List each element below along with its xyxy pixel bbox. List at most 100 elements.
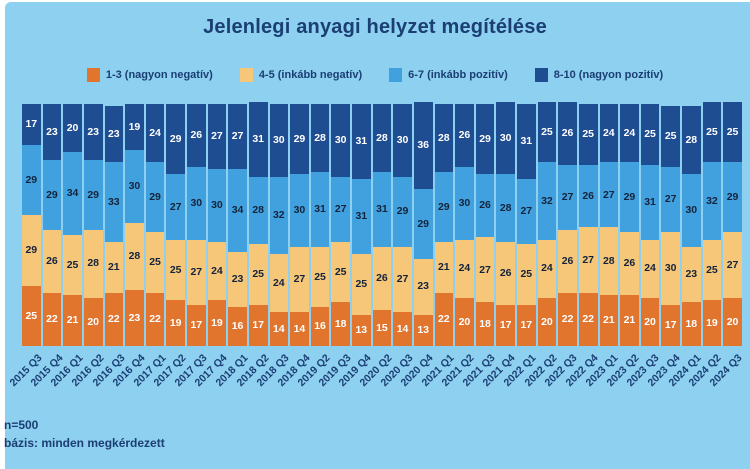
bar-segment: 30 — [455, 166, 474, 240]
bar-2016-Q2: 23 29 28 20 — [83, 104, 103, 346]
bar-2023-Q4: 25 27 30 17 — [661, 106, 680, 346]
bar-segment: 25 — [248, 244, 268, 305]
bar-segment: 28 — [83, 229, 103, 298]
bar-segment: 14 — [393, 312, 412, 346]
bar-segment: 14 — [269, 312, 289, 346]
bar-segment: 20 — [537, 297, 557, 346]
bar-segment: 27 — [207, 104, 227, 170]
bar-2019-Q3: 30 27 25 18 — [331, 104, 350, 346]
bar-segment: 27 — [661, 166, 680, 233]
bar-segment: 15 — [372, 309, 392, 346]
bar-segment: 26 — [558, 101, 577, 165]
bar-segment: 20 — [640, 297, 660, 346]
bar-2024-Q3: 25 29 27 20 — [723, 101, 742, 346]
bar-segment: 26 — [620, 232, 639, 296]
bar-segment: 22 — [434, 292, 454, 346]
bar-segment: 24 — [620, 104, 639, 163]
bar-segment: 23 — [42, 104, 62, 160]
bar-segment: 23 — [228, 251, 247, 308]
bar-2017-Q2: 29 27 25 19 — [166, 104, 185, 346]
bar-segment: 24 — [269, 254, 289, 313]
bar-segment: 31 — [310, 171, 330, 247]
bar-segment: 29 — [475, 104, 495, 175]
bar-2023-Q1: 24 27 28 21 — [599, 104, 619, 346]
bar-segment: 22 — [578, 292, 598, 346]
bar-segment: 29 — [22, 215, 41, 286]
legend-chip-darkblue-icon — [534, 68, 548, 82]
legend-label: 4-5 (inkább negatív) — [258, 69, 363, 81]
bar-2023-Q3: 25 31 24 20 — [640, 104, 660, 346]
bar-segment: 20 — [63, 104, 82, 153]
bar-segment: 21 — [63, 295, 82, 346]
bar-2020-Q3: 30 29 27 14 — [393, 104, 412, 346]
legend-label: 8-10 (nagyon pozitív) — [553, 69, 664, 81]
bar-segment: 21 — [620, 295, 639, 346]
bar-segment: 19 — [702, 300, 722, 346]
bar-segment: 17 — [517, 304, 536, 346]
bar-2019-Q4: 31 31 25 13 — [352, 104, 371, 346]
bar-2017-Q1: 24 29 25 22 — [145, 104, 165, 346]
bar-segment: 23 — [682, 246, 701, 303]
legend-item-positive-strong: 8-10 (nagyon pozitív) — [534, 68, 664, 82]
bar-2016-Q4: 19 30 28 23 — [125, 104, 144, 346]
bar-segment: 24 — [145, 104, 165, 163]
bar-segment: 25 — [661, 106, 680, 167]
bar-2024-Q1: 28 30 23 18 — [682, 106, 701, 346]
bar-2022-Q2: 25 32 24 20 — [537, 101, 557, 346]
bar-2018-Q2: 31 28 25 17 — [248, 101, 268, 346]
legend-chip-orange-icon — [86, 68, 100, 82]
bar-segment: 18 — [682, 302, 701, 346]
bar-segment: 30 — [290, 174, 309, 247]
bar-2017-Q3: 26 30 27 17 — [187, 104, 206, 346]
bar-segment: 21 — [104, 241, 124, 293]
bar-segment: 30 — [269, 104, 289, 177]
bar-segment: 27 — [599, 162, 619, 228]
bar-segment: 25 — [537, 101, 557, 163]
bar-segment: 29 — [290, 104, 309, 175]
bar-segment: 30 — [682, 174, 701, 247]
bar-segment: 17 — [22, 104, 41, 146]
bar-segment: 26 — [187, 104, 206, 167]
bar-segment: 17 — [496, 304, 515, 346]
bar-2022-Q1: 31 27 25 17 — [517, 104, 536, 346]
bar-2022-Q4: 25 26 27 22 — [578, 104, 598, 346]
bar-segment: 31 — [352, 179, 371, 255]
legend-label: 1-3 (nagyon negatív) — [105, 69, 213, 81]
bar-segment: 36 — [413, 101, 433, 189]
bar-2021-Q1: 28 29 21 22 — [434, 104, 454, 346]
bar-segment: 13 — [352, 314, 371, 346]
bar-segment: 26 — [475, 174, 495, 238]
bar-segment: 25 — [702, 239, 722, 301]
bar-segment: 23 — [104, 106, 124, 163]
bar-segment: 29 — [620, 162, 639, 233]
bar-segment: 29 — [145, 162, 165, 233]
bar-segment: 30 — [496, 101, 515, 175]
bar-segment: 27 — [723, 232, 742, 298]
bar-segment: 20 — [83, 297, 103, 346]
bar-segment: 34 — [228, 169, 247, 252]
legend-item-negative-mild: 4-5 (inkább negatív) — [239, 68, 363, 82]
bar-segment: 21 — [434, 241, 454, 293]
bar-segment: 26 — [558, 229, 577, 293]
bar-segment: 25 — [22, 285, 41, 346]
bar-segment: 29 — [166, 104, 185, 175]
bar-2016-Q3: 23 33 21 22 — [104, 106, 124, 346]
legend-item-positive-mild: 6-7 (inkább pozitív) — [389, 68, 508, 82]
bar-segment: 27 — [393, 246, 412, 313]
bar-segment: 28 — [682, 106, 701, 175]
bar-2015-Q4: 23 29 26 22 — [42, 104, 62, 346]
bar-segment: 29 — [434, 171, 454, 242]
bar-segment: 19 — [166, 300, 185, 346]
bar-2023-Q2: 24 29 26 21 — [620, 104, 639, 346]
chart-footnotes: n=500 bázis: minden megkérdezett — [4, 416, 165, 452]
bar-segment: 25 — [145, 232, 165, 293]
bar-segment: 16 — [310, 307, 330, 346]
bar-segment: 24 — [599, 104, 619, 163]
legend-label: 6-7 (inkább pozitív) — [408, 69, 508, 81]
bar-segment: 31 — [352, 104, 371, 180]
bar-segment: 29 — [42, 159, 62, 230]
bar-segment: 29 — [723, 162, 742, 233]
bar-segment: 25 — [517, 244, 536, 305]
bar-segment: 29 — [83, 159, 103, 230]
